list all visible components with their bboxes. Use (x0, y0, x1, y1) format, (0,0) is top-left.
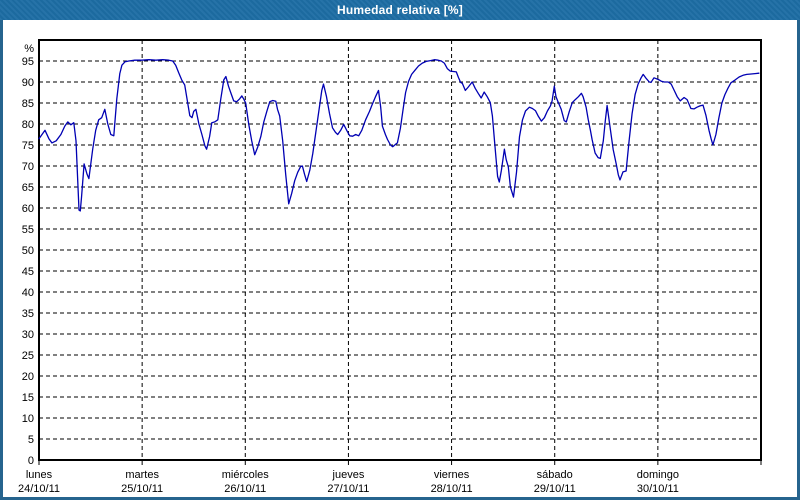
day-name-label: miércoles (222, 469, 270, 481)
day-date-label: 30/10/11 (637, 483, 679, 495)
window-border-bottom (0, 497, 800, 500)
svg-text:65: 65 (22, 182, 34, 194)
x-gridlines (141, 40, 659, 460)
svg-text:5: 5 (28, 434, 34, 446)
svg-text:95: 95 (22, 56, 34, 68)
window-border-right (797, 20, 800, 500)
y-gridlines (39, 60, 761, 440)
svg-text:60: 60 (22, 203, 34, 215)
day-date-label: 29/10/11 (534, 483, 576, 495)
day-date-label: 25/10/11 (121, 483, 163, 495)
svg-text:85: 85 (22, 98, 34, 110)
day-name-label: domingo (637, 469, 679, 481)
svg-text:55: 55 (22, 224, 34, 236)
svg-text:80: 80 (22, 119, 34, 131)
svg-text:20: 20 (22, 371, 34, 383)
day-date-label: 26/10/11 (224, 483, 266, 495)
svg-text:45: 45 (22, 266, 34, 278)
svg-text:25: 25 (22, 350, 34, 362)
humidity-line (38, 59, 760, 212)
y-axis-unit-label: % (24, 43, 34, 55)
relative-humidity-chart: 0 5 10 15 20 25 30 35 40 45 50 55 60 65 70 75 80 85 90 95% l… (0, 20, 800, 500)
plot-background (0, 20, 800, 500)
window-border-left (0, 20, 3, 500)
y-axis-labels: 0 5 10 15 20 25 30 35 40 45 50 55 60 65 70 75 80 85 90 95% (22, 43, 34, 467)
day-name-label: viernes (434, 469, 470, 481)
svg-text:90: 90 (22, 77, 34, 89)
svg-text:0: 0 (28, 455, 34, 467)
day-date-label: 28/10/11 (431, 483, 473, 495)
svg-text:40: 40 (22, 287, 34, 299)
day-name-label: martes (125, 469, 159, 481)
x-axis-ticks (38, 461, 762, 465)
day-date-label: 27/10/11 (327, 483, 369, 495)
svg-text:70: 70 (22, 161, 34, 173)
day-name-label: lunes (26, 469, 53, 481)
plot-frame (38, 39, 762, 461)
svg-text:30: 30 (22, 329, 34, 341)
day-name-label: sábado (537, 469, 573, 481)
day-date-label: 24/10/11 (18, 483, 60, 495)
svg-text:75: 75 (22, 140, 34, 152)
window-titlebar: Humedad relativa [%] (0, 0, 800, 20)
chart-area: 0 5 10 15 20 25 30 35 40 45 50 55 60 65 70 75 80 85 90 95% l… (0, 20, 800, 500)
svg-text:10: 10 (22, 413, 34, 425)
svg-text:35: 35 (22, 308, 34, 320)
x-axis-labels: lunes 24/10/11 martes 25/10/11 miércoles 26/1… (18, 469, 679, 495)
day-name-label: jueves (332, 469, 365, 481)
svg-text:15: 15 (22, 392, 34, 404)
svg-text:50: 50 (22, 245, 34, 257)
window-title: Humedad relativa [%] (336, 3, 464, 17)
